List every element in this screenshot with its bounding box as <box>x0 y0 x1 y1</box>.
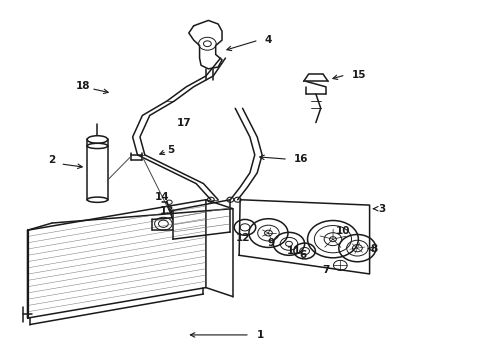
Circle shape <box>234 197 241 202</box>
Text: 13: 13 <box>160 206 174 216</box>
Text: 11: 11 <box>287 246 302 256</box>
Text: 6: 6 <box>299 250 306 260</box>
Text: 17: 17 <box>176 118 191 128</box>
Text: 16: 16 <box>294 154 308 164</box>
Text: 8: 8 <box>370 244 378 254</box>
Text: 7: 7 <box>322 265 329 275</box>
Text: 15: 15 <box>351 70 366 80</box>
Text: 10: 10 <box>336 226 350 236</box>
Text: 4: 4 <box>265 35 272 45</box>
Circle shape <box>227 197 234 202</box>
Text: 18: 18 <box>75 81 90 91</box>
Text: 2: 2 <box>49 155 56 165</box>
Text: 1: 1 <box>257 330 265 340</box>
Circle shape <box>207 197 214 202</box>
Text: 9: 9 <box>268 238 275 248</box>
Text: 12: 12 <box>236 233 251 243</box>
Text: 14: 14 <box>155 192 169 202</box>
Text: 3: 3 <box>378 204 385 214</box>
Text: 5: 5 <box>167 144 174 154</box>
